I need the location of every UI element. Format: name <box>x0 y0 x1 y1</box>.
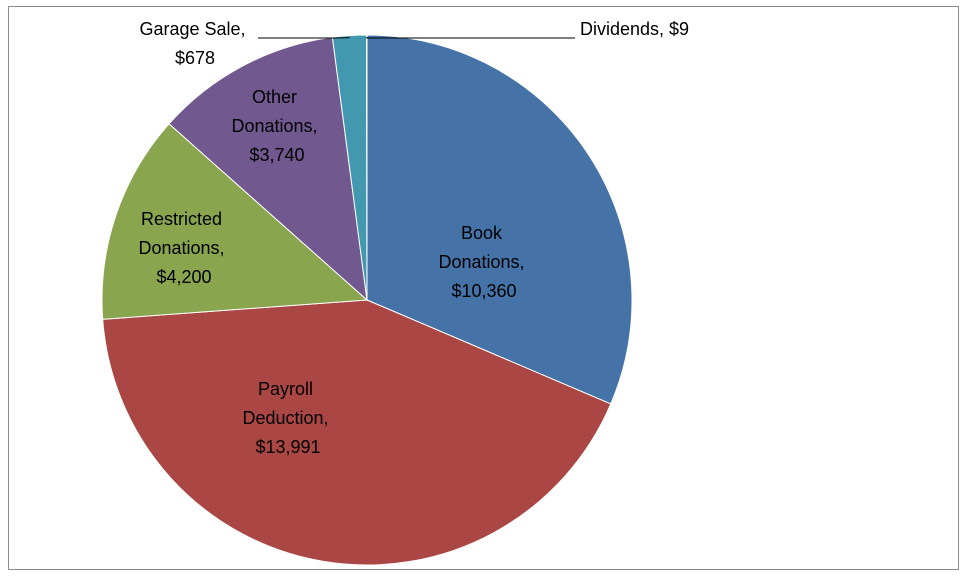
data-label: Book Donations, $10,360 <box>438 223 529 301</box>
data-label: Dividends, $9 <box>580 19 689 39</box>
pie-slice <box>102 299 612 566</box>
data-label-line: Donations, <box>231 116 322 136</box>
data-label: Other Donations, $3,740 <box>231 87 322 165</box>
data-label-line: Book <box>461 223 507 243</box>
data-label-line: $678 <box>175 48 215 68</box>
pie-slice <box>168 36 368 302</box>
data-label-line: $4,200 <box>156 267 211 287</box>
data-label-line: Other <box>252 87 302 107</box>
data-label: Restricted Donations, $4,200 <box>138 209 229 287</box>
data-label-line: $10,360 <box>451 281 516 301</box>
data-label-line: $3,740 <box>249 145 304 165</box>
data-label-line: $13,991 <box>255 437 320 457</box>
data-label-line: Dividends, $9 <box>580 19 689 39</box>
data-label-line: Donations, <box>138 238 229 258</box>
data-label-line: Deduction, <box>242 408 333 428</box>
pie-slice <box>101 123 369 320</box>
data-label: Payroll Deduction, $13,991 <box>242 379 333 457</box>
pie-slice <box>366 34 633 405</box>
data-label-line: Payroll <box>258 379 318 399</box>
data-label: Garage Sale, $678 <box>139 19 250 68</box>
leader-line <box>366 37 575 39</box>
data-label-line: Garage Sale, <box>139 19 250 39</box>
data-label-line: Donations, <box>438 252 529 272</box>
data-label-line: Restricted <box>141 209 227 229</box>
